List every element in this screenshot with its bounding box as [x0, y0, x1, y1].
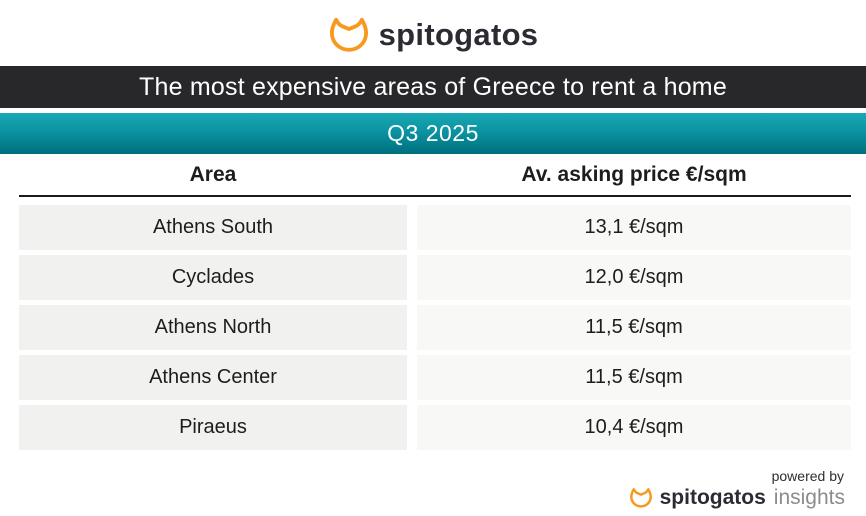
period-label: Q3 2025	[387, 120, 479, 146]
cat-icon	[629, 488, 652, 508]
area-cell: Athens South	[19, 205, 407, 250]
page-title: The most expensive areas of Greece to re…	[139, 72, 727, 101]
table-row: Piraeus 10,4 €/sqm	[19, 405, 851, 450]
footer: powered by spitogatos insights	[629, 468, 845, 511]
price-cell: 11,5 €/sqm	[417, 305, 851, 350]
powered-by-label: powered by	[771, 468, 844, 484]
price-cell: 13,1 €/sqm	[417, 205, 851, 250]
table-row: Athens North 11,5 €/sqm	[19, 305, 851, 350]
price-cell: 12,0 €/sqm	[417, 255, 851, 300]
area-cell: Athens North	[19, 305, 407, 350]
area-cell: Cyclades	[19, 255, 407, 300]
table-row: Athens Center 11,5 €/sqm	[19, 355, 851, 400]
footer-logo: spitogatos insights	[629, 485, 845, 511]
period-bar: Q3 2025	[0, 113, 866, 154]
price-cell: 10,4 €/sqm	[417, 405, 851, 450]
title-bar: The most expensive areas of Greece to re…	[0, 66, 866, 108]
footer-brand-wordmark: spitogatos	[659, 486, 766, 509]
column-header-price: Av. asking price €/sqm	[521, 162, 747, 186]
table-header: Area Av. asking price €/sqm	[19, 154, 851, 197]
table-row: Athens South 13,1 €/sqm	[19, 205, 851, 250]
brand-logo: spitogatos	[0, 13, 866, 57]
area-cell: Piraeus	[19, 405, 407, 450]
area-cell: Athens Center	[19, 355, 407, 400]
column-header-area: Area	[189, 162, 237, 186]
table-body: Athens South 13,1 €/sqm Cyclades 12,0 €/…	[19, 205, 851, 450]
price-cell: 11,5 €/sqm	[417, 355, 851, 400]
table-row: Cyclades 12,0 €/sqm	[19, 255, 851, 300]
footer-insights-label: insights	[773, 486, 845, 509]
brand-wordmark: spitogatos	[378, 17, 539, 52]
price-table: Area Av. asking price €/sqm Athens South…	[19, 154, 851, 455]
cat-icon	[329, 17, 368, 52]
